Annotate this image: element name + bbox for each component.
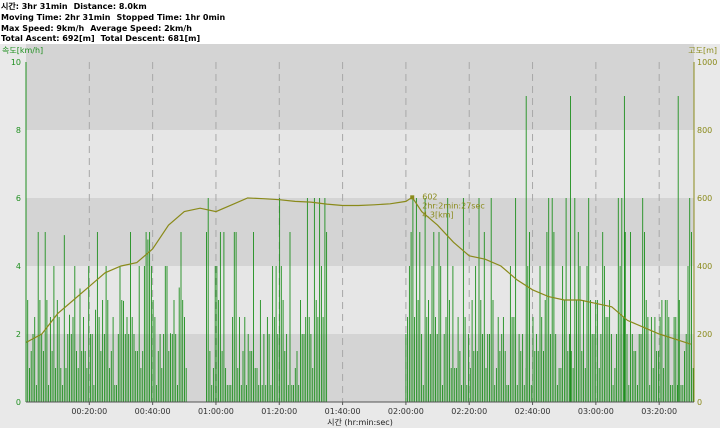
annotation-time: 2hr:2min:27sec xyxy=(422,201,485,210)
top-band xyxy=(26,44,694,62)
annotation-distance: 4.3[km] xyxy=(422,210,453,219)
stats-line-4: Total Ascent: 692[m] Total Descent: 681[m… xyxy=(1,33,206,44)
stats-panel: 시간: 3hr 31min Distance: 8.0km Moving Time… xyxy=(0,0,720,44)
x-tick-label: 03:00:00 xyxy=(578,407,614,416)
grid-band xyxy=(26,198,694,266)
right-tick-label: 600 xyxy=(697,194,712,203)
right-tick-label: 0 xyxy=(697,398,702,407)
annotation-marker xyxy=(410,195,415,200)
left-tick-label: 8 xyxy=(16,126,21,135)
moving-time: Moving Time: 2hr 31min xyxy=(1,13,111,22)
elevation-series xyxy=(25,196,691,345)
left-axis-label: 속도[km/h] xyxy=(2,46,43,55)
x-tick-label: 03:20:00 xyxy=(641,407,677,416)
x-tick-label: 00:40:00 xyxy=(135,407,171,416)
right-tick-label: 400 xyxy=(697,262,712,271)
grid-band xyxy=(26,130,694,198)
left-tick-label: 2 xyxy=(16,330,21,339)
x-tick-label: 01:40:00 xyxy=(325,407,361,416)
left-tick-label: 6 xyxy=(16,194,21,203)
stats-line-3: Max Speed: 9km/h Average Speed: 2km/h xyxy=(1,23,198,34)
total-descent: Total Descent: 681[m] xyxy=(100,34,201,43)
average-speed: Average Speed: 2km/h xyxy=(90,24,192,33)
stats-line-1: 시간: 3hr 31min Distance: 8.0km xyxy=(1,1,153,12)
x-tick-label: 02:00:00 xyxy=(388,407,424,416)
annotation-elevation: 602 xyxy=(422,192,437,201)
x-tick-label: 02:40:00 xyxy=(515,407,551,416)
left-tick-label: 0 xyxy=(16,398,21,407)
max-speed: Max Speed: 9km/h xyxy=(1,24,85,33)
x-tick-label: 01:00:00 xyxy=(198,407,234,416)
right-tick-label: 200 xyxy=(697,330,712,339)
stats-line-2: Moving Time: 2hr 31min Stopped Time: 1hr … xyxy=(1,12,231,23)
grid-band xyxy=(26,266,694,334)
total-time: 시간: 3hr 31min xyxy=(1,2,68,11)
right-axis-label: 고도[m] xyxy=(688,46,717,55)
left-tick-label: 4 xyxy=(16,262,21,271)
right-tick-label: 1000 xyxy=(697,58,717,67)
x-axis-label: 시간 (hr:min:sec) xyxy=(327,417,393,427)
x-tick-label: 01:20:00 xyxy=(261,407,297,416)
total-ascent: Total Ascent: 692[m] xyxy=(1,34,95,43)
x-tick-label: 02:20:00 xyxy=(451,407,487,416)
stopped-time: Stopped Time: 1hr 0min xyxy=(116,13,226,22)
distance: Distance: 8.0km xyxy=(73,2,147,11)
x-tick-label: 00:20:00 xyxy=(71,407,107,416)
left-tick-label: 10 xyxy=(11,58,21,67)
right-tick-label: 800 xyxy=(697,126,712,135)
grid-band xyxy=(26,62,694,130)
